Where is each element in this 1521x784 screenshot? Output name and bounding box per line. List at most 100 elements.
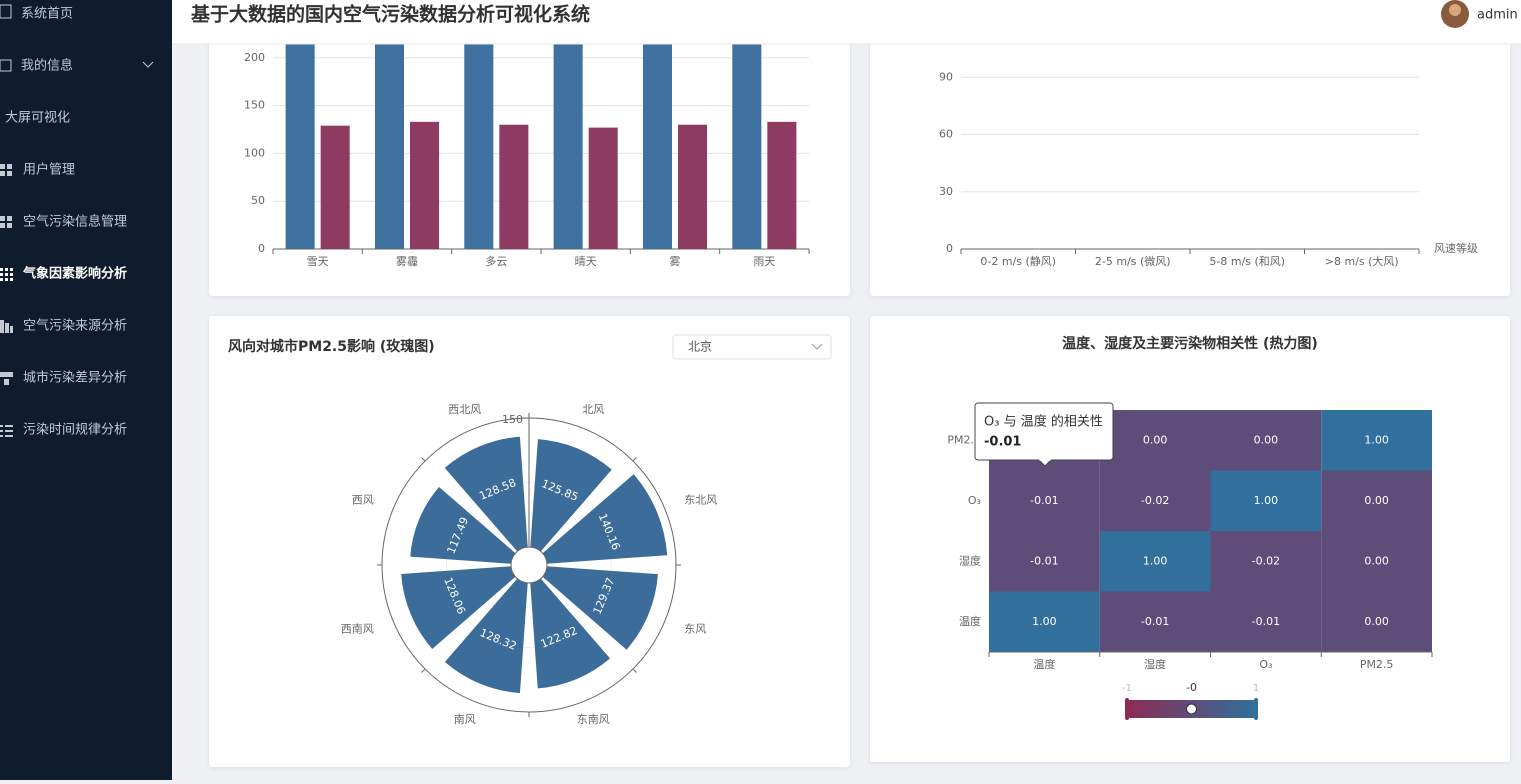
- y-tick-label: PM2.5: [947, 433, 981, 446]
- y-tick-label: O₃: [968, 494, 981, 507]
- header-bg: [172, 0, 1521, 44]
- angle-label: 西北风: [448, 403, 481, 416]
- heat-cell[interactable]: [1321, 591, 1432, 653]
- angle-label: 北风: [582, 403, 604, 416]
- x-tick-label: PM2.5: [1360, 658, 1394, 671]
- visual-map-handle[interactable]: [1254, 698, 1258, 720]
- angle-label: 东风: [684, 622, 706, 635]
- angle-label: 西南风: [341, 622, 374, 635]
- angle-label: 东南风: [577, 713, 610, 726]
- cell-label: -0.01: [1252, 615, 1280, 628]
- x-tick-label: 雾霾: [396, 255, 418, 268]
- menu-item[interactable]: 空气污染信息管理: [23, 214, 127, 230]
- select-arrow[interactable]: [811, 343, 823, 350]
- x-axis-label: 风速等级: [1434, 241, 1478, 255]
- x-tick-label: O₃: [1259, 658, 1272, 671]
- heat-cell[interactable]: [1099, 410, 1211, 471]
- heat-cell[interactable]: [1321, 470, 1432, 532]
- header-title: 基于大数据的国内空气污染数据分析可视化系统: [190, 3, 590, 26]
- rose-sector[interactable]: [401, 566, 516, 649]
- tooltip-arrow: [1038, 459, 1052, 467]
- heat-cell[interactable]: [1099, 531, 1211, 592]
- visual-map-min: -1: [1122, 683, 1132, 694]
- cell-label: 0.00: [1364, 494, 1389, 507]
- bar[interactable]: [678, 124, 708, 249]
- bar[interactable]: [642, 19, 672, 250]
- bar[interactable]: [320, 125, 350, 249]
- select-value[interactable]: 北京: [688, 340, 712, 354]
- icon: [0, 268, 13, 281]
- cell-label: -0.01: [1141, 615, 1169, 628]
- visual-map-max: 1: [1253, 683, 1259, 694]
- rose-sector[interactable]: [530, 578, 611, 689]
- y-tick-label: 50: [251, 194, 265, 207]
- menu-item[interactable]: 用户管理: [23, 162, 75, 178]
- heat-cell[interactable]: [1321, 531, 1432, 592]
- visual-map-handle[interactable]: [1125, 698, 1129, 720]
- x-tick-label: 雨天: [753, 255, 775, 268]
- heat-cell[interactable]: [1210, 531, 1322, 592]
- center-hole: [510, 546, 548, 584]
- tooltip-value: -0.01: [984, 435, 1021, 450]
- heat-cell[interactable]: [989, 531, 1100, 592]
- bar[interactable]: [588, 127, 618, 249]
- menu-item[interactable]: 空气污染来源分析: [23, 318, 127, 334]
- bar[interactable]: [374, 19, 404, 250]
- y-tick-label: 60: [939, 128, 953, 141]
- select-box[interactable]: [672, 334, 832, 360]
- rose-sector[interactable]: [444, 578, 528, 694]
- bar[interactable]: [553, 19, 583, 250]
- menu-item[interactable]: 气象因素影响分析: [23, 266, 127, 282]
- y-tick-label: 温度: [959, 614, 981, 628]
- heat-cell[interactable]: [1099, 470, 1211, 532]
- user-name[interactable]: admin: [1477, 8, 1518, 23]
- menu-item[interactable]: 城市污染差异分析: [23, 370, 127, 386]
- angle-label: 南风: [454, 713, 476, 726]
- cell-label: 1.00: [1254, 494, 1279, 507]
- heat-cell[interactable]: [989, 470, 1100, 532]
- menu-item[interactable]: 污染时间规律分析: [23, 423, 127, 438]
- cell-label: 1.00: [1364, 433, 1389, 446]
- icon: [0, 59, 12, 72]
- heat-cell[interactable]: [1210, 591, 1322, 653]
- panel: [870, 0, 1510, 296]
- bar[interactable]: [767, 121, 797, 249]
- rose-sector[interactable]: [444, 436, 528, 552]
- angle-label: 东北风: [684, 494, 717, 507]
- y-tick-label: 30: [939, 185, 953, 198]
- angle-tick: [421, 668, 426, 673]
- heat-cell[interactable]: [989, 591, 1100, 653]
- icon: [0, 164, 12, 176]
- bar[interactable]: [732, 19, 762, 250]
- x-tick-label: >8 m/s (大风): [1325, 254, 1399, 268]
- cell-label: 0.00: [1143, 433, 1168, 446]
- angle-tick: [632, 457, 637, 462]
- menu-item[interactable]: 大屏可视化: [5, 111, 70, 126]
- angle-label: 西风: [352, 494, 374, 507]
- rose-sector[interactable]: [542, 474, 668, 564]
- avatar-face: [1449, 4, 1461, 16]
- menu-item[interactable]: 我的信息: [21, 58, 73, 74]
- visual-map-indicator: [1186, 703, 1197, 715]
- angle-tick: [632, 668, 637, 673]
- icon: [0, 320, 13, 333]
- rose-sector[interactable]: [542, 566, 658, 650]
- heat-cell[interactable]: [1210, 470, 1322, 532]
- cell-label: 0.00: [1254, 433, 1279, 446]
- bar[interactable]: [410, 121, 440, 249]
- rose-sector[interactable]: [530, 439, 612, 552]
- rose-sector[interactable]: [410, 486, 516, 564]
- x-tick-label: 多云: [485, 254, 507, 268]
- cell-label: -0.01: [1030, 554, 1058, 567]
- heat-cell[interactable]: [1210, 410, 1322, 471]
- sidebar: 系统首页 我的信息 大屏可视化 用户管理 空气污染信息管理 气象因素影响分析 空…: [0, 0, 172, 780]
- cell-label: 1.00: [1032, 615, 1057, 628]
- heat-cell[interactable]: [1321, 410, 1432, 471]
- chevron[interactable]: [142, 61, 154, 68]
- menu-item[interactable]: 系统首页: [21, 7, 73, 22]
- bar[interactable]: [464, 19, 494, 250]
- heat-cell[interactable]: [1099, 591, 1211, 653]
- bar[interactable]: [499, 124, 529, 249]
- bar[interactable]: [285, 19, 315, 250]
- x-tick-label: 5-8 m/s (和风): [1209, 255, 1285, 268]
